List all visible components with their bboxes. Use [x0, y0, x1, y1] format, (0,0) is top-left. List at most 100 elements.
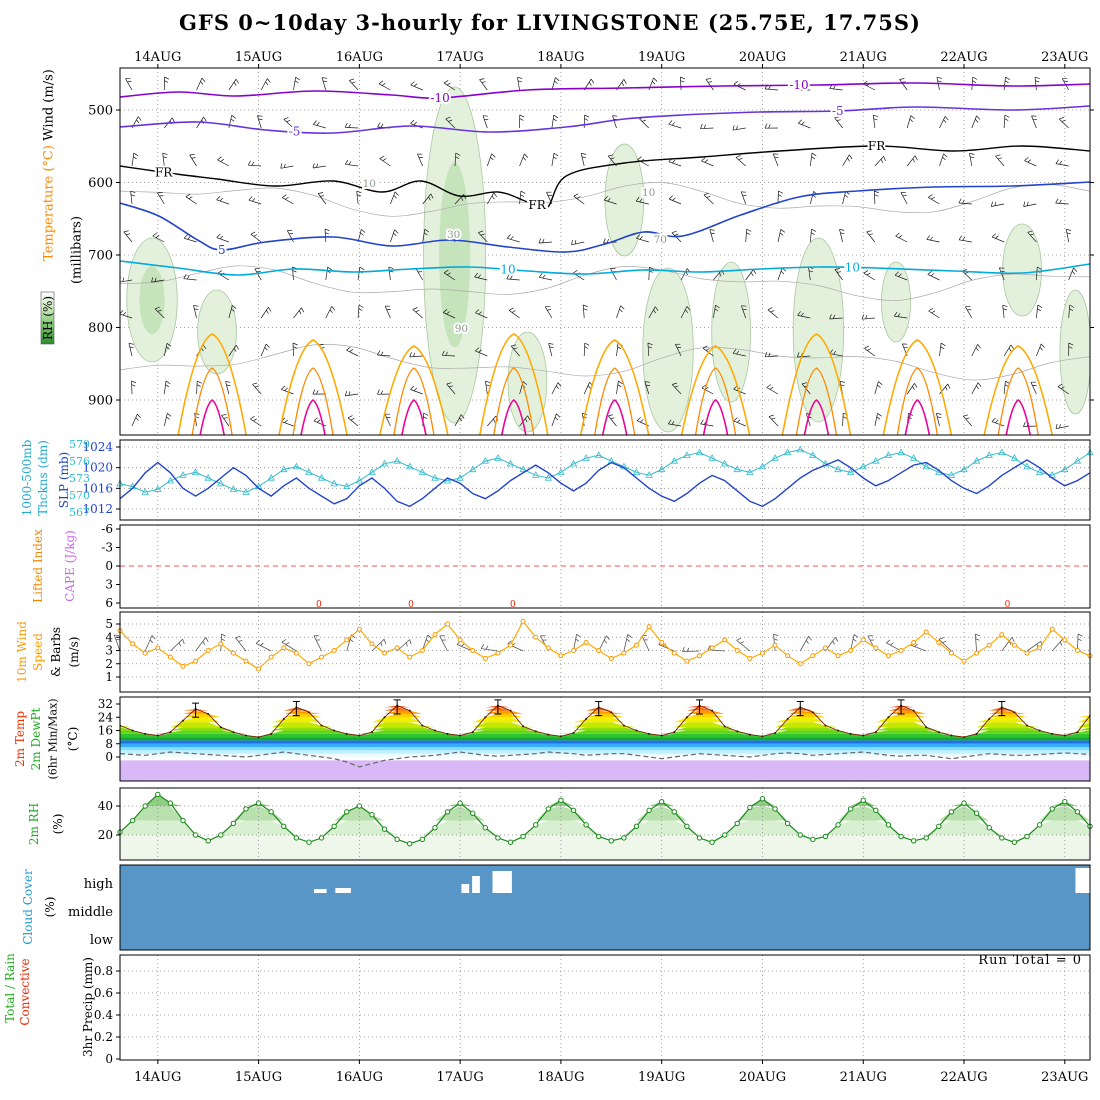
- x-tick-label-top: 15AUG: [235, 50, 282, 65]
- rh-contour-label: 10: [642, 187, 655, 199]
- cape-mark: 0: [316, 600, 322, 610]
- contour-label: FR: [155, 165, 173, 179]
- rh-bands: [120, 794, 1090, 860]
- pressure-tick-label: 800: [88, 321, 113, 336]
- pressure-tick-label: 900: [88, 394, 113, 409]
- li-tick-label: 6: [105, 596, 113, 610]
- contour-label: 10: [500, 263, 515, 277]
- cape-mark: 0: [1005, 600, 1011, 610]
- contour-label: 10: [845, 261, 860, 275]
- thickness-tick-label: 579: [69, 438, 90, 451]
- temp-tick-label: 16: [98, 724, 113, 738]
- contour-label: -5: [289, 124, 301, 138]
- x-tick-label-top: 23AUG: [1041, 50, 1088, 65]
- slp-tick-label: 1012: [82, 502, 113, 516]
- x-tick-label-top: 19AUG: [638, 50, 685, 65]
- x-tick-label-top: 18AUG: [537, 50, 584, 65]
- wind-tick-label: 5: [105, 617, 113, 631]
- thickness-tick-label: 576: [69, 455, 90, 468]
- upper-air-graphics: [120, 76, 1090, 435]
- li-tick-label: 0: [105, 559, 113, 573]
- thickness-tick-label: 567: [69, 506, 90, 519]
- cape-mark: 0: [510, 600, 516, 610]
- cloud-band-label: low: [90, 933, 113, 948]
- cloud-bar: [472, 876, 480, 893]
- cloud-bar: [1075, 868, 1090, 893]
- temp-bands: [120, 699, 1090, 781]
- panel-slp-thickness: 1024 1020 1016 1012 579 576 573 570 567: [69, 438, 1094, 521]
- cloud-band-label: high: [84, 877, 114, 892]
- x-tick-label-bottom: 18AUG: [537, 1070, 584, 1085]
- x-tick-label-bottom: 19AUG: [638, 1070, 685, 1085]
- axis-labels: 14AUG 14AUG 15AUG 15AUG 16AUG 16AUG 17AUG 17AUG…: [134, 50, 1088, 1085]
- x-tick-label-bottom: 16AUG: [336, 1070, 383, 1085]
- thickness-tick-label: 573: [69, 472, 90, 485]
- x-tick-label-top: 17AUG: [436, 50, 483, 65]
- panel-upper-air: 10 30 10 70 90 -10 -10 -5 -5 FR FR FR 5 10 10 500 600 700…: [40, 64, 1094, 436]
- contour-label: FR: [528, 198, 546, 212]
- cape-mark: 0: [408, 600, 414, 610]
- thickness-tick-label: 570: [69, 489, 90, 502]
- rh-contour-label: 70: [654, 234, 667, 246]
- rh-colorbar: [40, 291, 55, 345]
- li-tick-label: -3: [101, 541, 113, 555]
- precip-tick-label: 0.4: [94, 1008, 113, 1022]
- rh-contour-label: 10: [363, 178, 376, 190]
- contour-label: 5: [218, 243, 226, 257]
- x-tick-label-bottom: 23AUG: [1041, 1070, 1088, 1085]
- rh-contour-label: 30: [447, 229, 460, 241]
- li-tick-label: 3: [105, 578, 113, 592]
- slp-tick-label: 1020: [82, 461, 113, 475]
- x-tick-label-top: 20AUG: [739, 50, 786, 65]
- pressure-tick-label: 700: [88, 249, 113, 264]
- x-tick-label-bottom: 21AUG: [840, 1070, 887, 1085]
- cloud-bar: [314, 889, 327, 893]
- contour-label: -5: [832, 104, 844, 118]
- cloud-bar: [492, 871, 512, 893]
- contour-label: FR: [868, 139, 886, 153]
- li-tick-label: -6: [101, 522, 113, 536]
- contour-label: -10: [789, 78, 808, 92]
- rh-tick-label: 20: [98, 828, 113, 842]
- slp-tick-label: 1016: [82, 481, 113, 495]
- wind-tick-label: 4: [105, 630, 113, 644]
- x-tick-label-bottom: 14AUG: [134, 1070, 181, 1085]
- temp-tick-label: 0: [105, 750, 113, 764]
- x-tick-label-top: 16AUG: [336, 50, 383, 65]
- temp-tick-label: 8: [105, 737, 113, 751]
- x-tick-label-bottom: 22AUG: [940, 1070, 987, 1085]
- pressure-tick-label: 500: [88, 104, 113, 119]
- cloud-bars: [314, 868, 1090, 893]
- cloud-bar: [461, 884, 470, 893]
- rh-tick-label: 40: [98, 799, 113, 813]
- rh-contour-label: 90: [455, 323, 468, 335]
- temp-tick-label: 32: [98, 697, 113, 711]
- panel-cloud-cover: high middle low: [68, 864, 1091, 951]
- wind-tick-label: 1: [105, 670, 113, 684]
- x-tick-label-bottom: 15AUG: [235, 1070, 282, 1085]
- contour-label: -10: [430, 91, 449, 105]
- x-tick-label-bottom: 20AUG: [739, 1070, 786, 1085]
- x-tick-label-top: 22AUG: [940, 50, 987, 65]
- precip-tick-label: 0: [105, 1052, 113, 1066]
- cloud-bar: [335, 888, 351, 893]
- panel-lifted-index-cape: 0 0 0 0 -6 -3 0 3 6: [101, 522, 1091, 610]
- run-total-label: Run Total = 0: [978, 953, 1082, 968]
- x-tick-label-bottom: 17AUG: [436, 1070, 483, 1085]
- slp-tick-label: 1024: [82, 440, 113, 454]
- pressure-tick-label: 600: [88, 176, 113, 191]
- wind-tick-label: 2: [105, 657, 113, 671]
- panel-2m-rh: 40 20: [98, 787, 1093, 861]
- x-tick-label-top: 14AUG: [134, 50, 181, 65]
- precip-tick-label: 0.2: [94, 1030, 113, 1044]
- chart-title: GFS 0~10day 3-hourly for LIVINGSTONE (25…: [178, 10, 921, 35]
- x-tick-label-top: 21AUG: [840, 50, 887, 65]
- cloud-band-label: middle: [68, 905, 113, 920]
- precip-tick-label: 0.6: [94, 986, 113, 1000]
- wind-tick-label: 3: [105, 644, 113, 658]
- cloud-cover-background: [120, 865, 1090, 950]
